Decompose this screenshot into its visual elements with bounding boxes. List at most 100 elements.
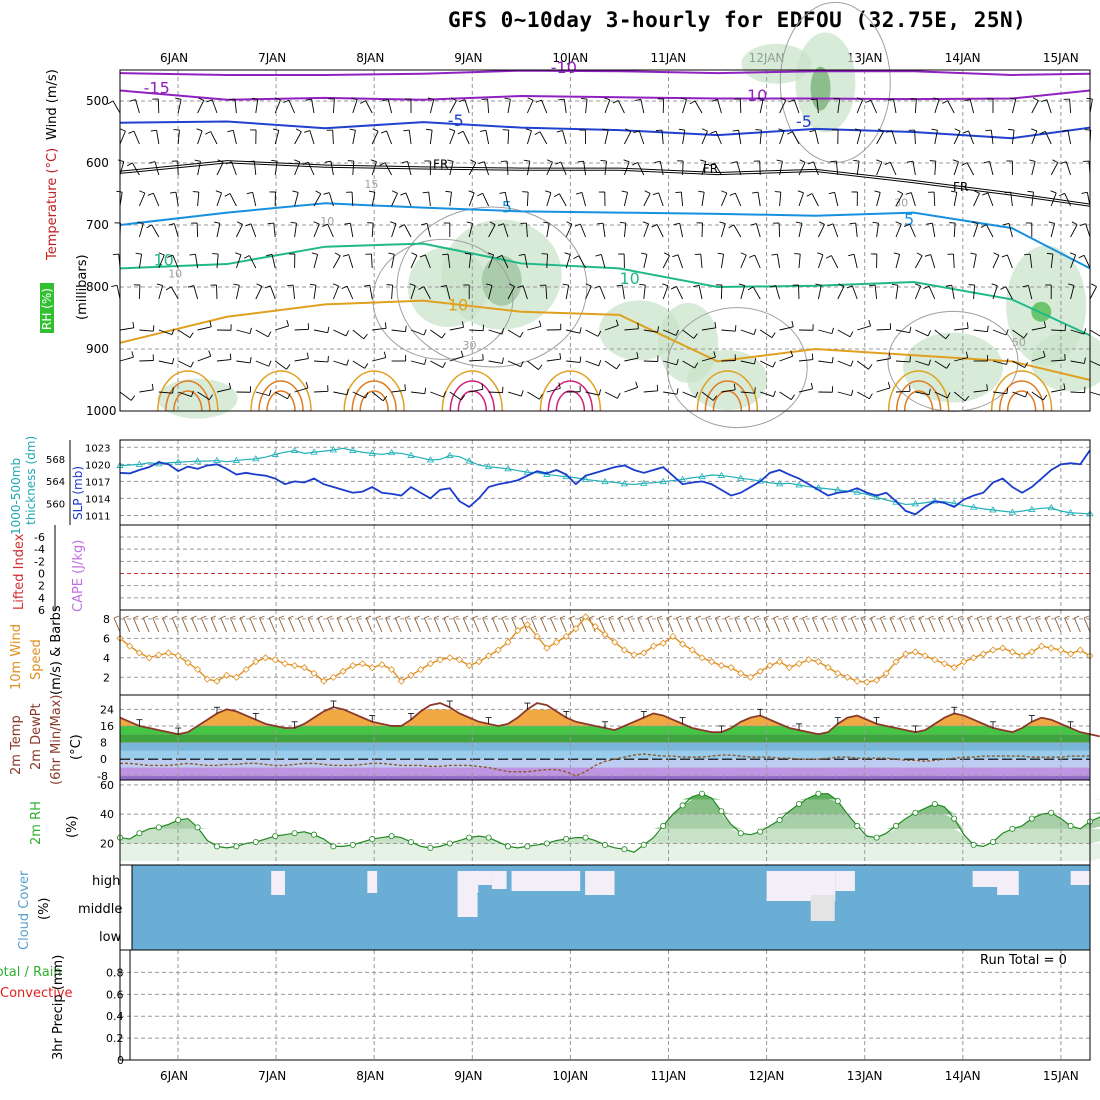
- wind-barb-flag: [525, 128, 532, 132]
- thickness-marker: [193, 457, 202, 464]
- wind-barb-flag: [137, 221, 144, 224]
- rh-band: [120, 828, 1100, 844]
- wind-barb: [953, 223, 956, 238]
- wind-barb: [177, 130, 180, 145]
- wind-barb: [760, 360, 773, 368]
- wind-barb: [274, 161, 278, 176]
- wind-barb: [851, 285, 858, 300]
- wind-barb: [930, 254, 936, 269]
- wind-barb: [426, 223, 431, 238]
- wind10m-barb-flag: [666, 615, 673, 619]
- wind-barb-flag: [811, 353, 814, 360]
- slp-tick: 1020: [85, 460, 110, 471]
- wind-barb-flag: [208, 350, 212, 357]
- wind-barb: [423, 286, 431, 300]
- wind-barb: [449, 391, 462, 401]
- wind10m-barb-flag: [870, 615, 876, 619]
- wind-barb-flag: [909, 326, 912, 333]
- wind-barb-flag: [558, 382, 561, 389]
- wind-barb-flag: [360, 100, 366, 104]
- wind-barb: [834, 192, 839, 207]
- wind-barb: [792, 131, 800, 145]
- wind-barb-flag: [323, 192, 330, 195]
- wind10m-barb-flag: [239, 615, 246, 619]
- isotherm-label: -10: [551, 58, 577, 77]
- wind10m-barb-flag: [463, 615, 469, 619]
- wind-barb: [424, 254, 431, 269]
- wind10m-barb-flag: [763, 615, 770, 619]
- wind-barb: [934, 130, 938, 145]
- wind-barb: [1051, 329, 1066, 332]
- wind10m-barb: [976, 617, 984, 633]
- thickness-marker: [1047, 504, 1055, 511]
- wind-barb: [701, 391, 714, 401]
- wind-barb-flag: [579, 327, 582, 334]
- wind-barb-flag: [731, 161, 738, 164]
- wind10m-barb: [346, 617, 354, 633]
- wind10m-speed-marker: [174, 652, 182, 660]
- wind-barb-flag: [676, 388, 679, 395]
- wind-barb-flag: [306, 352, 309, 359]
- wind-barb-flag: [642, 221, 649, 225]
- wind-barb: [269, 285, 276, 300]
- wind-barb-flag: [701, 128, 708, 132]
- wind-barb-flag: [965, 351, 969, 358]
- wind-barb-flag: [1004, 191, 1011, 194]
- wind-barb: [449, 100, 457, 114]
- wind-barb: [915, 391, 930, 396]
- wind-barb-flag: [612, 100, 619, 104]
- wind-barb: [469, 359, 484, 362]
- wind-barb-flag: [670, 286, 677, 290]
- wind-barb-flag: [771, 332, 776, 338]
- wind10m-barb: [841, 617, 848, 633]
- wind-barb: [546, 253, 548, 269]
- wind-barb: [1031, 326, 1046, 331]
- wind10m-barb-flag: [909, 615, 915, 619]
- wind10m-speed-marker: [717, 662, 725, 670]
- wind-barb: [701, 130, 708, 145]
- wind-barb: [876, 387, 891, 393]
- wind-barb: [352, 391, 366, 399]
- wind-barb: [973, 389, 988, 393]
- temp-band: [120, 734, 1090, 743]
- wind-barb: [604, 130, 609, 145]
- wind-barb: [410, 329, 425, 336]
- wind10m-speed-marker: [931, 656, 939, 664]
- slp-thickness-panel: 1011 1014 1017 1020 1023 560 564 568: [46, 439, 1094, 526]
- wind-barb: [1051, 359, 1066, 362]
- wind-barb: [449, 161, 454, 176]
- wind10m-barb: [1025, 617, 1033, 633]
- warm-isotherm: [547, 380, 594, 412]
- wind-barb: [216, 223, 221, 238]
- wind10m-speed-marker: [766, 662, 774, 670]
- wind-barb-flag: [856, 97, 863, 101]
- wind-barb: [294, 328, 309, 331]
- wind-barb-flag: [305, 382, 309, 389]
- cloud-clear-high: [367, 871, 378, 893]
- wind-barb: [369, 285, 373, 300]
- wind10m-speed-marker: [194, 665, 202, 674]
- wind-barb: [249, 255, 257, 269]
- wind-barb: [855, 223, 858, 238]
- wind-barb: [349, 223, 354, 238]
- wind-barb-flag: [616, 363, 621, 370]
- wind10m-barb: [598, 617, 606, 633]
- wind-barb-flag: [1041, 99, 1048, 102]
- wind-barb-flag: [268, 389, 272, 396]
- isotherm-label: 10: [747, 86, 767, 105]
- wind-barb-flag: [795, 221, 803, 224]
- wind-barb: [679, 223, 684, 238]
- wind-barb-flag: [752, 191, 759, 194]
- wind10m-speed-marker: [688, 646, 696, 654]
- wind10m-barb: [938, 617, 945, 633]
- wind-barb-flag: [1009, 97, 1016, 100]
- wind-barb: [132, 162, 140, 176]
- wind-barb: [604, 161, 607, 176]
- wind-barb-flag: [1000, 286, 1007, 290]
- wind-barb-flag: [597, 330, 602, 337]
- wind-barb: [170, 286, 179, 300]
- wind10m-barb: [695, 617, 703, 633]
- wind-barb: [560, 161, 567, 176]
- wind-barb: [154, 161, 160, 176]
- thickness-marker: [329, 446, 338, 453]
